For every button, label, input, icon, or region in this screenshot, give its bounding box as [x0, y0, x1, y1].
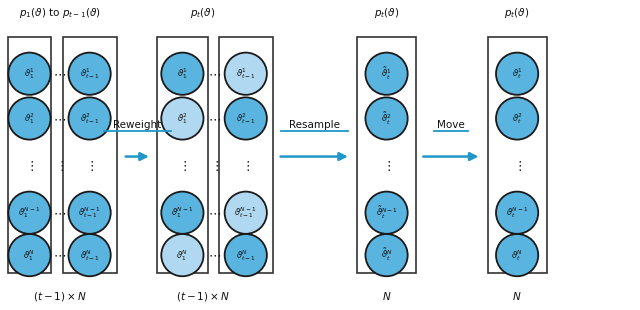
Text: $\vartheta_1^1$: $\vartheta_1^1$: [177, 66, 188, 81]
Text: $\vartheta_t^1$: $\vartheta_t^1$: [511, 66, 523, 81]
Bar: [63, 37, 117, 273]
Ellipse shape: [161, 53, 204, 95]
Text: $p_t(\vartheta)$: $p_t(\vartheta)$: [374, 6, 399, 20]
Ellipse shape: [496, 97, 538, 140]
Ellipse shape: [225, 97, 267, 140]
Bar: [488, 37, 547, 273]
Text: $\vdots$: $\vdots$: [382, 159, 391, 173]
Text: $\cdots$: $\cdots$: [207, 112, 221, 125]
Text: $\vdots$: $\vdots$: [55, 159, 64, 173]
Ellipse shape: [8, 97, 51, 140]
Text: $(t-1)\times N$: $(t-1)\times N$: [33, 290, 86, 303]
Ellipse shape: [68, 234, 111, 276]
Ellipse shape: [365, 192, 408, 234]
Text: $\vartheta_1^N$: $\vartheta_1^N$: [24, 248, 35, 263]
Text: $\vartheta_1^{N-1}$: $\vartheta_1^{N-1}$: [18, 205, 41, 220]
Text: $\tilde{\vartheta}_t^1$: $\tilde{\vartheta}_t^1$: [381, 66, 392, 82]
Text: $\vartheta_{t-1}^1$: $\vartheta_{t-1}^1$: [236, 66, 255, 81]
Text: Reweight: Reweight: [113, 120, 161, 130]
Text: $N$: $N$: [382, 290, 391, 302]
Ellipse shape: [365, 97, 408, 140]
Text: $\tilde{\vartheta}_t^{N-1}$: $\tilde{\vartheta}_t^{N-1}$: [376, 205, 397, 221]
Ellipse shape: [496, 192, 538, 234]
Ellipse shape: [365, 234, 408, 276]
Text: $\vartheta_1^{N-1}$: $\vartheta_1^{N-1}$: [171, 205, 194, 220]
Ellipse shape: [365, 53, 408, 95]
Text: $\vdots$: $\vdots$: [178, 159, 187, 173]
Text: $\cdots$: $\cdots$: [53, 112, 66, 125]
Text: $\vartheta_t^2$: $\vartheta_t^2$: [511, 111, 523, 126]
Ellipse shape: [496, 53, 538, 95]
Text: $\vartheta_t^N$: $\vartheta_t^N$: [511, 248, 523, 263]
Text: $\vdots$: $\vdots$: [210, 159, 218, 173]
Text: $\vartheta_1^2$: $\vartheta_1^2$: [24, 111, 35, 126]
Text: $\vartheta_1^1$: $\vartheta_1^1$: [24, 66, 35, 81]
Ellipse shape: [68, 53, 111, 95]
Text: Resample: Resample: [289, 120, 340, 130]
Text: $\cdots$: $\cdots$: [207, 249, 221, 262]
Text: $\cdots$: $\cdots$: [53, 67, 66, 80]
Text: $\vartheta_{t-1}^2$: $\vartheta_{t-1}^2$: [80, 111, 99, 126]
Text: $\vartheta_{t-1}^1$: $\vartheta_{t-1}^1$: [80, 66, 99, 81]
Text: $\cdots$: $\cdots$: [53, 249, 66, 262]
Text: Move: Move: [437, 120, 465, 130]
Ellipse shape: [225, 53, 267, 95]
Text: $\vartheta_{t-1}^2$: $\vartheta_{t-1}^2$: [236, 111, 255, 126]
Text: $p_1(\vartheta)$ to $p_{t-1}(\vartheta)$: $p_1(\vartheta)$ to $p_{t-1}(\vartheta)$: [19, 6, 100, 20]
Text: $\vdots$: $\vdots$: [513, 159, 522, 173]
Ellipse shape: [161, 234, 204, 276]
Ellipse shape: [68, 192, 111, 234]
Text: $p_t(\vartheta)$: $p_t(\vartheta)$: [504, 6, 530, 20]
Ellipse shape: [496, 234, 538, 276]
Text: $\cdots$: $\cdots$: [207, 67, 221, 80]
Text: $\tilde{\vartheta}_t^2$: $\tilde{\vartheta}_t^2$: [381, 110, 392, 126]
Bar: [219, 37, 273, 273]
Text: $\vartheta_{t-1}^{N-1}$: $\vartheta_{t-1}^{N-1}$: [234, 205, 257, 220]
Text: $N$: $N$: [513, 290, 522, 302]
Text: $\cdots$: $\cdots$: [207, 206, 221, 219]
Ellipse shape: [8, 234, 51, 276]
Ellipse shape: [8, 53, 51, 95]
Text: $\vartheta_1^N$: $\vartheta_1^N$: [177, 248, 188, 263]
Text: $\vdots$: $\vdots$: [25, 159, 34, 173]
Bar: [157, 37, 208, 273]
Ellipse shape: [161, 97, 204, 140]
Text: $\vartheta_t^{N-1}$: $\vartheta_t^{N-1}$: [506, 205, 529, 220]
Text: $(t-1)\times N$: $(t-1)\times N$: [176, 290, 230, 303]
Text: $\vartheta_{t-1}^N$: $\vartheta_{t-1}^N$: [80, 248, 99, 263]
Text: $\vartheta_1^2$: $\vartheta_1^2$: [177, 111, 188, 126]
Bar: [8, 37, 51, 273]
Text: $\vartheta_{t-1}^{N-1}$: $\vartheta_{t-1}^{N-1}$: [78, 205, 101, 220]
Text: $\vdots$: $\vdots$: [241, 159, 250, 173]
Text: $\cdots$: $\cdots$: [53, 206, 66, 219]
Text: $p_t(\vartheta)$: $p_t(\vartheta)$: [190, 6, 216, 20]
Text: $\tilde{\vartheta}_t^N$: $\tilde{\vartheta}_t^N$: [381, 247, 392, 263]
Ellipse shape: [161, 192, 204, 234]
Ellipse shape: [225, 234, 267, 276]
Ellipse shape: [225, 192, 267, 234]
Text: $\vartheta_{t-1}^N$: $\vartheta_{t-1}^N$: [236, 248, 255, 263]
Text: $\vdots$: $\vdots$: [85, 159, 94, 173]
Bar: [357, 37, 416, 273]
Ellipse shape: [68, 97, 111, 140]
Ellipse shape: [8, 192, 51, 234]
